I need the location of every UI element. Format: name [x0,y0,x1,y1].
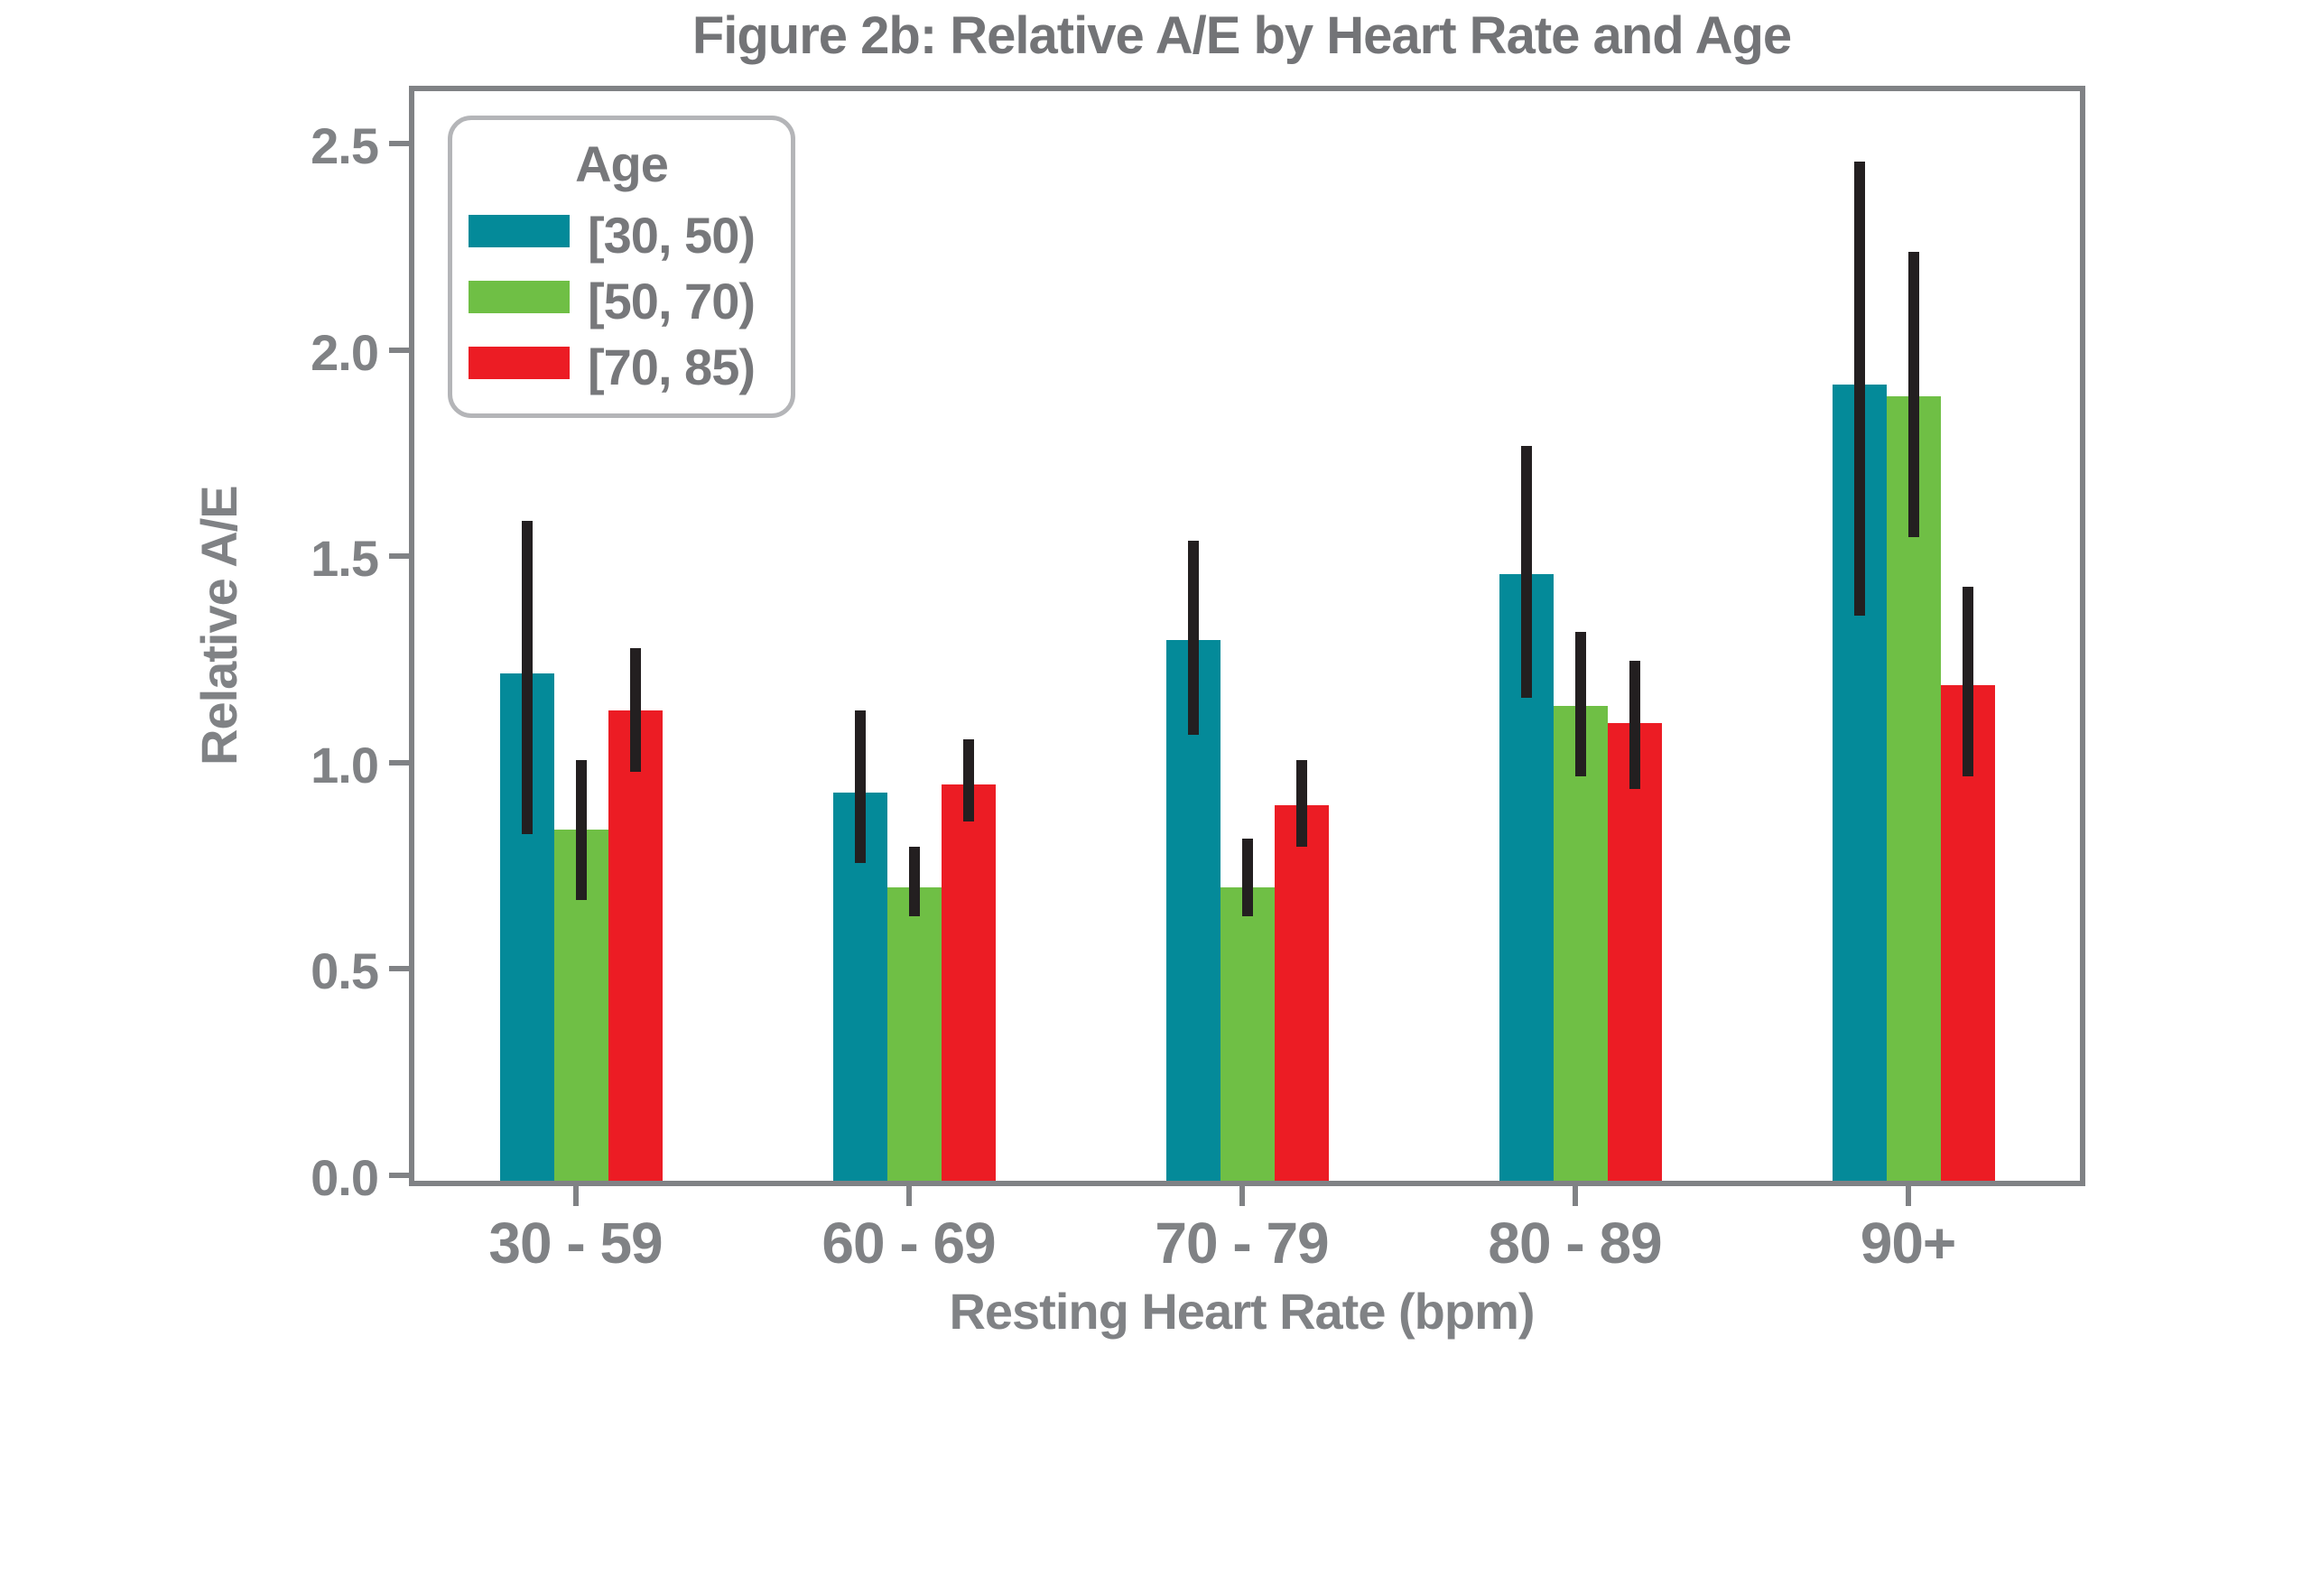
x-axis-label: Resting Heart Rate (bpm) [949,1283,1535,1340]
error-bar-70 - 79-[50, 70) [1241,838,1253,917]
y-tick-label: 0.5 [311,942,379,1000]
error-bar-30 - 59-[50, 70) [575,759,587,901]
x-tick-label: 90+ [1860,1211,1957,1276]
error-bar-70 - 79-[70, 85) [1295,759,1307,847]
bar-60 - 69-[70, 85) [941,784,996,1181]
plot-area: Age [30, 50) [50, 70) [70, 85) [409,86,2085,1186]
error-bar-80 - 89-[30, 50) [1520,446,1532,699]
x-tick-mark [572,1181,579,1206]
bar-70 - 79-[50, 70) [1220,887,1275,1181]
legend-item-[50, 70): [50, 70) [452,272,791,329]
error-bar-80 - 89-[70, 85) [1629,660,1640,789]
legend-item-label: [50, 70) [588,273,756,329]
y-tick-label: 0.0 [311,1149,379,1206]
error-bar-70 - 79-[30, 50) [1187,541,1199,736]
y-tick-mark [389,347,409,353]
error-bar-80 - 89-[50, 70) [1574,631,1586,776]
y-tick-mark [389,1173,409,1178]
legend-swatch-icon [469,347,570,379]
x-tick-label: 60 - 69 [821,1211,996,1276]
y-tick-label: 2.0 [311,323,379,381]
y-tick-label: 1.0 [311,736,379,793]
x-tick-mark [905,1181,912,1206]
x-tick-mark [1239,1181,1245,1206]
bar-80 - 89-[50, 70) [1553,706,1608,1181]
bar-80 - 89-[70, 85) [1607,722,1662,1181]
bar-60 - 69-[50, 70) [886,887,942,1181]
x-tick-mark [1905,1181,1911,1206]
legend-item-label: [70, 85) [588,339,756,395]
y-tick-mark [389,759,409,766]
legend-item-label: [30, 50) [588,207,756,264]
error-bar-30 - 59-[70, 85) [629,648,641,773]
y-tick-mark [389,966,409,972]
legend-title: Age [575,135,669,192]
legend: Age [30, 50) [50, 70) [70, 85) [448,116,795,418]
legend-swatch-icon [469,281,570,313]
legend-item-[30, 50): [30, 50) [452,206,791,264]
legend-swatch-icon [469,215,570,247]
y-tick-mark [389,141,409,146]
legend-item-[70, 85): [70, 85) [452,338,791,395]
error-bar-60 - 69-[70, 85) [962,738,974,822]
error-bar-30 - 59-[30, 50) [521,520,533,834]
x-tick-label: 30 - 59 [488,1211,663,1276]
x-tick-mark [1572,1181,1578,1206]
y-tick-label: 2.5 [311,117,379,174]
x-tick-label: 70 - 79 [1155,1211,1329,1276]
bar-70 - 79-[70, 85) [1274,804,1329,1181]
error-bar-90+-[30, 50) [1853,161,1865,616]
chart-title: Figure 2b: Relative A/E by Heart Rate an… [691,6,1792,65]
error-bar-90+-[70, 85) [1962,586,1973,776]
bar-30 - 59-[70, 85) [608,710,663,1181]
y-tick-label: 1.5 [311,530,379,588]
x-tick-label: 80 - 89 [1488,1211,1662,1276]
error-bar-60 - 69-[30, 50) [854,710,866,863]
error-bar-60 - 69-[50, 70) [908,846,920,917]
bars-layer [414,91,2080,1181]
error-bar-90+-[50, 70) [1907,252,1919,537]
y-tick-mark [389,553,409,560]
